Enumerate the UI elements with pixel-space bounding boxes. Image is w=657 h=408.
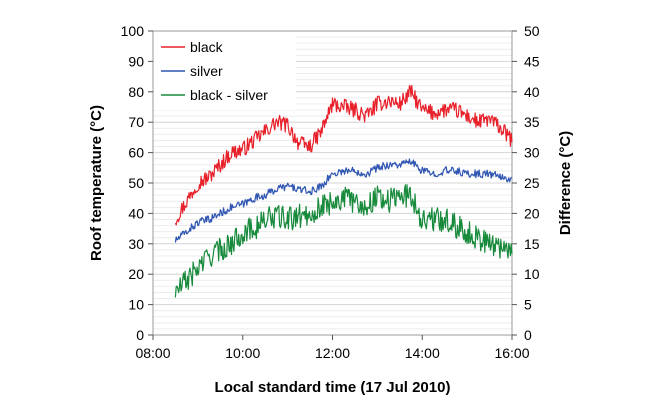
left-tick-label: 60 (128, 145, 144, 161)
series-line (174, 158, 513, 243)
x-axis-title: Local standard time (17 Jul 2010) (215, 379, 451, 396)
right-tick-label: 30 (524, 145, 540, 161)
legend: black silver black - silver (154, 32, 296, 110)
x-tick-label: 14:00 (405, 345, 440, 361)
right-tick-label: 5 (524, 297, 532, 313)
left-tick-label: 100 (121, 23, 145, 39)
right-axis-ticks: 0 5 10 15 20 25 30 35 40 45 50 (512, 23, 540, 343)
legend-label: black (190, 39, 224, 55)
left-axis-ticks: 0 10 20 30 40 50 60 70 80 90 100 (121, 23, 153, 343)
left-tick-label: 10 (128, 297, 144, 313)
right-tick-label: 45 (524, 53, 540, 69)
right-tick-label: 35 (524, 114, 540, 130)
x-axis-ticks: 08:00 10:00 12:00 14:00 16:00 (135, 335, 530, 361)
left-axis-title: Roof temperature (°C) (88, 105, 105, 261)
left-tick-label: 0 (136, 327, 144, 343)
right-tick-label: 40 (524, 84, 540, 100)
left-tick-label: 90 (128, 53, 144, 69)
legend-label: black - silver (190, 87, 268, 103)
left-tick-label: 30 (128, 236, 144, 252)
x-tick-label: 10:00 (225, 345, 260, 361)
left-tick-label: 40 (128, 205, 144, 221)
series-lines (174, 84, 513, 298)
series-line (174, 184, 513, 298)
right-tick-label: 15 (524, 236, 540, 252)
right-tick-label: 50 (524, 23, 540, 39)
right-tick-label: 0 (524, 327, 532, 343)
x-tick-label: 08:00 (135, 345, 170, 361)
left-tick-label: 70 (128, 114, 144, 130)
left-tick-label: 20 (128, 266, 144, 282)
x-tick-label: 12:00 (315, 345, 350, 361)
series-line (174, 84, 513, 226)
right-tick-label: 25 (524, 175, 540, 191)
left-tick-label: 80 (128, 84, 144, 100)
legend-label: silver (190, 63, 223, 79)
right-axis-title: Difference (°C) (557, 131, 574, 235)
left-tick-label: 50 (128, 175, 144, 191)
right-tick-label: 20 (524, 205, 540, 221)
right-tick-label: 10 (524, 266, 540, 282)
x-tick-label: 16:00 (494, 345, 529, 361)
